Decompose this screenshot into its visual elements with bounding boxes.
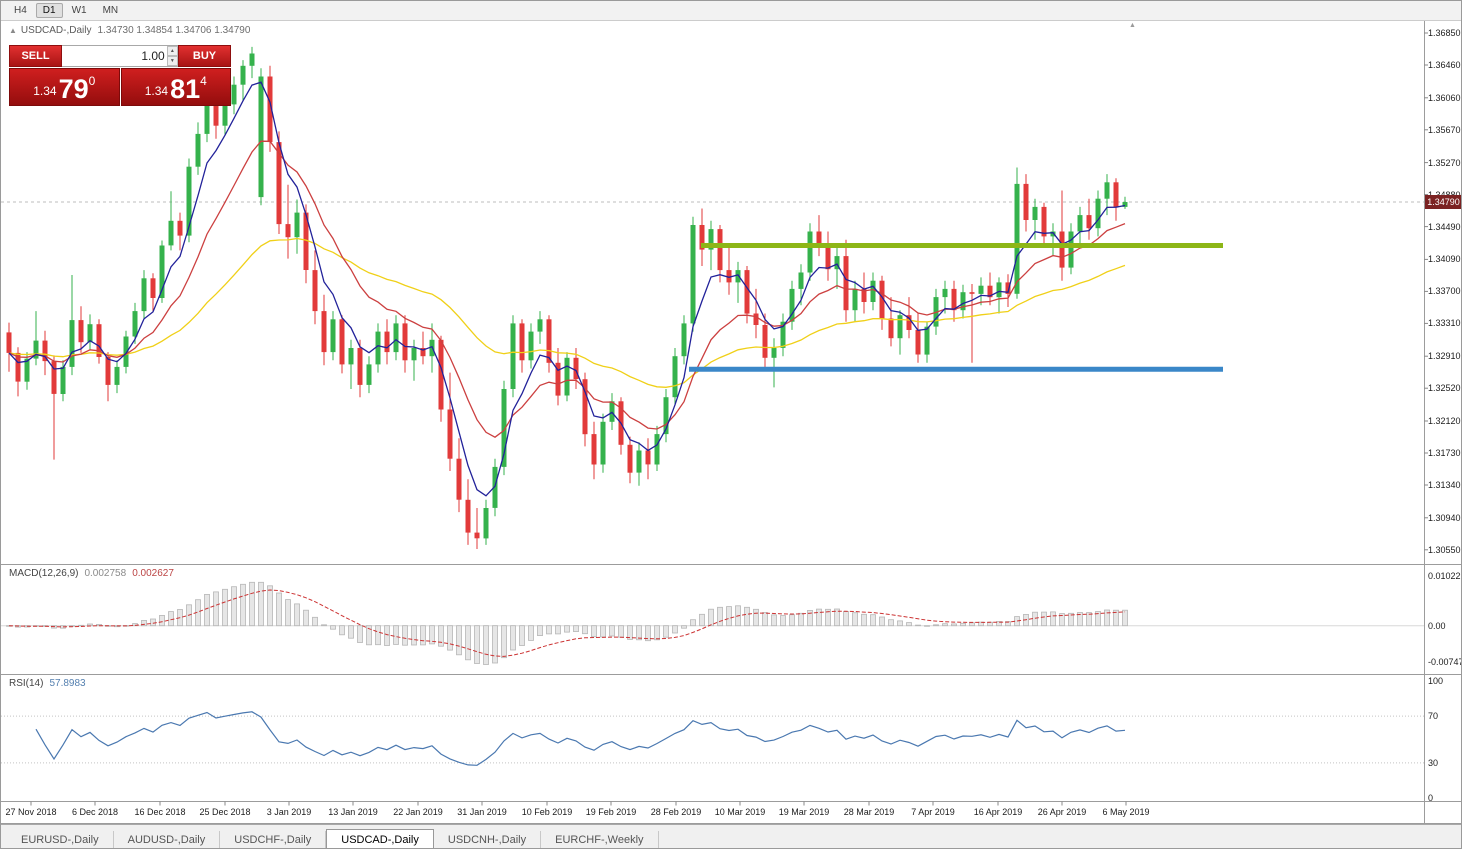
rsi-indicator-header: RSI(14) 57.8983	[9, 678, 86, 689]
rsi-axis-label: 70	[1428, 711, 1439, 721]
price-axis-label: 1.30940	[1428, 513, 1461, 523]
price-axis-label: 1.35270	[1428, 158, 1461, 168]
sell-button[interactable]: SELL	[9, 45, 62, 67]
ma-medium	[8, 140, 1126, 438]
price-axis-label: 1.32520	[1428, 383, 1461, 393]
rsi-axis: 100 70 30 0	[1428, 1, 1461, 848]
rsi-line	[35, 711, 1126, 766]
sell-price-prefix: 1.34	[33, 84, 57, 98]
macd-axis-label: 0.0102293	[1428, 571, 1461, 581]
buy-price-pips: 81	[170, 74, 201, 104]
price-axis-label: 1.32910	[1428, 351, 1461, 361]
ohlc-readout: 1.34730 1.34854 1.34706 1.34790	[97, 25, 251, 36]
price-axis-label: 1.36460	[1428, 60, 1461, 70]
rsi-value: 57.8983	[49, 678, 86, 689]
price-axis-label: 1.33700	[1428, 286, 1461, 296]
macd-indicator-header: MACD(12,26,9) 0.002758 0.002627	[9, 568, 174, 579]
price-axis-label: 1.31730	[1428, 448, 1461, 458]
rsi-label: RSI(14)	[9, 678, 44, 689]
collapse-trade-panel-arrow[interactable]: ▲	[9, 26, 17, 35]
volume-input[interactable]	[62, 46, 167, 66]
rsi-axis-label: 30	[1428, 758, 1439, 768]
volume-spinner: ▲ ▼	[166, 46, 178, 66]
price-axis-label: 1.33310	[1428, 318, 1461, 328]
volume-box: ▲ ▼	[62, 45, 178, 67]
one-click-trading-panel: SELL ▲ ▼ BUY 1.34 79 0 1.34 81 4	[9, 45, 231, 106]
ma-fast-line	[8, 81, 1126, 497]
tab-audusd-daily[interactable]: AUDUSD-,Daily	[114, 831, 221, 848]
price-axis-label: 1.35670	[1428, 125, 1461, 135]
rsi-levels	[1, 715, 1424, 764]
ma-slow	[8, 237, 1126, 388]
buy-button[interactable]: BUY	[178, 45, 231, 67]
current-price-badge: 1.34790	[1425, 195, 1461, 209]
ma-fast	[8, 81, 1126, 497]
macd-label: MACD(12,26,9)	[9, 568, 79, 579]
macd-axis-label: 0.00	[1428, 621, 1446, 631]
panel-separators	[1, 21, 1461, 824]
rsi-axis-label: 100	[1428, 676, 1444, 686]
tab-eurusd-daily[interactable]: EURUSD-,Daily	[7, 831, 114, 848]
axis-ticks	[30, 32, 1428, 806]
buy-price-display[interactable]: 1.34 81 4	[120, 68, 231, 106]
ma-slow-line	[8, 237, 1126, 388]
timeframe-h4-button[interactable]: H4	[14, 5, 27, 16]
chart-title: ▲ USDCAD-,Daily 1.34730 1.34854 1.34706 1.…	[9, 25, 250, 36]
timeframe-w1-button[interactable]: W1	[71, 5, 87, 16]
chart-tabs-bar: EURUSD-,Daily AUDUSD-,Daily USDCHF-,Daily U…	[1, 824, 1461, 848]
tab-usdchf-daily[interactable]: USDCHF-,Daily	[220, 831, 327, 848]
macd-main-value: 0.002758	[84, 568, 127, 579]
timeframe-d1-button[interactable]: D1	[35, 3, 63, 18]
price-axis-label: 1.32120	[1428, 416, 1461, 426]
tab-usdcnh-daily[interactable]: USDCNH-,Daily	[434, 831, 542, 848]
volume-down-button[interactable]: ▼	[166, 56, 178, 66]
price-axis-label: 1.34090	[1428, 254, 1461, 264]
timeframe-mn-button[interactable]: MN	[102, 5, 119, 16]
rsi-axis-label: 0	[1428, 793, 1434, 803]
buy-price-point: 4	[200, 74, 207, 88]
timeframe-toolbar: H4 D1 W1 MN	[1, 1, 1461, 21]
price-axis-label: 1.31340	[1428, 480, 1461, 490]
macd-axis-label: -0.0074772	[1428, 657, 1461, 667]
symbol-period-label: USDCAD-,Daily	[20, 25, 92, 36]
price-axis-label: 1.36850	[1428, 28, 1461, 38]
price-axis-label: 1.30550	[1428, 545, 1461, 555]
candlestick-series	[6, 46, 1128, 549]
macd-signal-value: 0.002627	[132, 568, 174, 579]
sell-price-point: 0	[88, 74, 96, 88]
price-axis-label: 1.34490	[1428, 222, 1461, 232]
tab-usdcad-daily[interactable]: USDCAD-,Daily	[326, 829, 434, 848]
sell-price-pips: 79	[58, 74, 89, 104]
chart-shift-marker[interactable]: ▲	[1129, 22, 1136, 29]
macd-histogram	[6, 581, 1128, 665]
sell-price-display[interactable]: 1.34 79 0	[9, 68, 120, 106]
macd-axis: 0.0102293 0.00 -0.0074772	[1428, 1, 1461, 848]
price-axis[interactable]: 1.368501.364601.360601.356701.352701.348…	[1428, 1, 1461, 848]
price-axis-label: 1.36060	[1428, 93, 1461, 103]
ma-medium-line	[8, 140, 1126, 438]
macd-signal-line	[8, 589, 1126, 657]
volume-up-button[interactable]: ▲	[166, 46, 178, 56]
buy-price-prefix: 1.34	[144, 84, 169, 98]
tab-eurchf-weekly[interactable]: EURCHF-,Weekly	[541, 831, 659, 848]
